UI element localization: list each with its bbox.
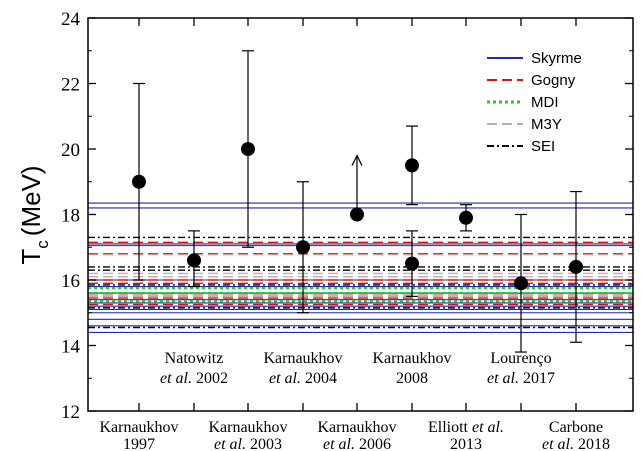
arrow-head-4 [351, 154, 363, 166]
legend-label-mdi: MDI [531, 94, 559, 111]
category-label-4-line2: et al. 2006 [323, 436, 391, 451]
category-label-8-line1: Lourenço [490, 350, 551, 367]
data-point-6 [405, 256, 419, 271]
y-tick-label-14: 14 [61, 337, 81, 358]
category-label-0-line1: Karnaukhov [99, 419, 178, 436]
category-label-5-line2: 2008 [396, 370, 428, 387]
legend: Skyrme Gogny MDI M3Y SEI [487, 50, 582, 155]
category-label-9-line1: Carbone [549, 419, 603, 436]
data-point-1 [187, 253, 201, 268]
data-point-2 [241, 142, 255, 156]
legend-label-sei: SEI [531, 138, 555, 155]
data-point-9 [569, 259, 583, 274]
y-tick-label-12: 12 [61, 402, 80, 423]
category-label-0-line2: 1997 [123, 436, 155, 451]
category-label-2-line1: Karnaukhov [208, 419, 287, 436]
data-point-4 [350, 207, 364, 222]
y-axis: 12 14 16 18 20 22 24 [61, 9, 633, 423]
y-tick-label-20: 20 [61, 140, 80, 161]
error-bars [133, 50, 582, 353]
category-label-1-line1: Natowitz [165, 350, 224, 367]
category-label-9-line2: et al. 2018 [542, 436, 610, 451]
legend-label-skyrme: Skyrme [531, 50, 582, 67]
data-point-7 [459, 210, 473, 225]
category-label-4-line1: Karnaukhov [317, 419, 396, 436]
category-label-7-line1: Elliott et al. [428, 419, 504, 436]
y-tick-label-24: 24 [61, 9, 81, 30]
data-point-3 [296, 240, 310, 255]
legend-label-gogny: Gogny [531, 72, 576, 89]
legend-label-m3y: M3Y [531, 116, 562, 133]
model-lines [88, 202, 633, 333]
y-tick-label-18: 18 [61, 206, 80, 227]
category-label-7-line2: 2013 [450, 436, 482, 451]
category-label-1-line2: et al. 2002 [160, 370, 228, 387]
y-tick-label-22: 22 [61, 75, 80, 96]
category-label-5-line1: Karnaukhov [372, 350, 451, 367]
category-label-2-line2: et al. 2003 [214, 436, 282, 451]
y-tick-label-16: 16 [61, 271, 80, 292]
data-point-8 [514, 276, 528, 291]
category-label-8-line2: et al. 2017 [487, 370, 555, 387]
y-axis-label: Tc(MeV) [16, 165, 52, 264]
category-label-3-line1: Karnaukhov [263, 350, 342, 367]
data-points [132, 142, 583, 291]
category-label-3-line2: et al. 2004 [269, 370, 337, 387]
data-point-5 [405, 158, 419, 173]
data-point-0 [132, 174, 146, 189]
